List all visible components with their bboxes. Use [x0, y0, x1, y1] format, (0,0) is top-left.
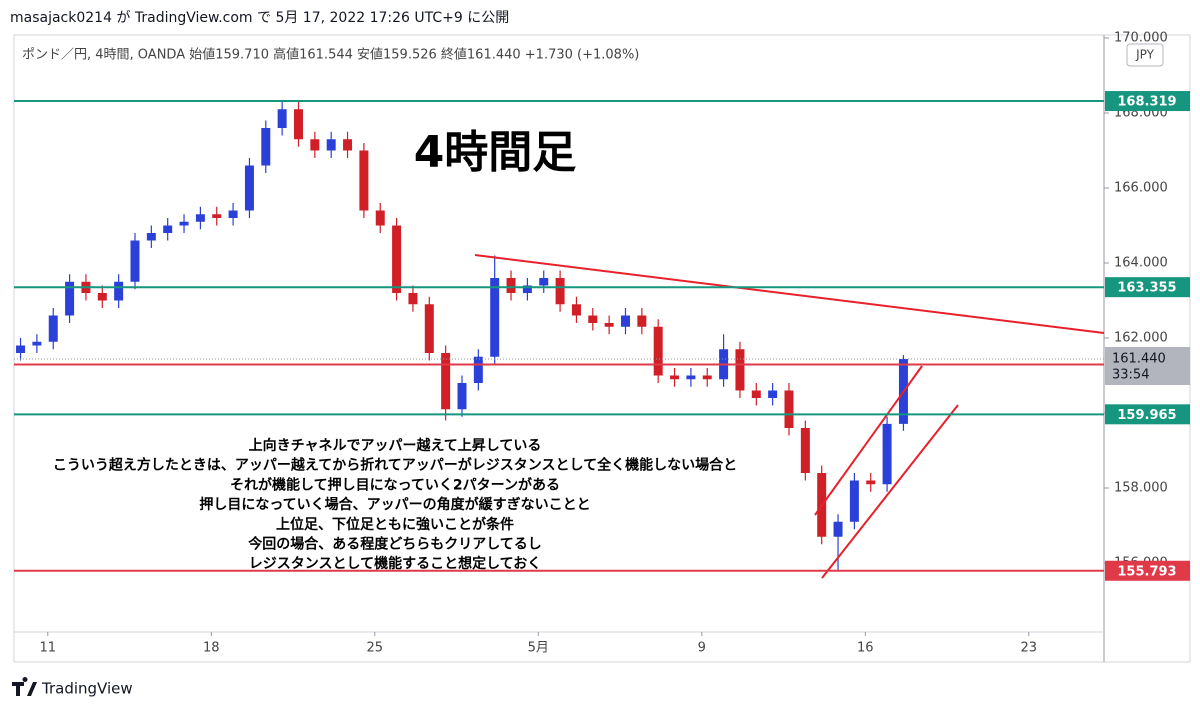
plot — [16, 101, 908, 571]
level-label-bg — [1105, 277, 1190, 298]
candle-body — [768, 390, 778, 398]
y-tick-label: 170.000 — [1114, 31, 1168, 46]
candle-body — [588, 315, 598, 323]
level-label: 168.319 — [1117, 95, 1176, 110]
last-price-label: 161.440 — [1112, 352, 1166, 367]
level-label: 159.965 — [1117, 408, 1176, 423]
trend-line — [474, 254, 1105, 334]
candle-body — [424, 304, 434, 353]
candle-body — [48, 315, 58, 342]
candle-body — [555, 278, 565, 305]
candle-body — [130, 240, 140, 282]
channel-lower — [821, 404, 959, 579]
candle-body — [637, 315, 647, 327]
candle-body — [228, 210, 238, 218]
candle-body — [212, 214, 222, 218]
candle-body — [670, 375, 680, 380]
candle-body — [457, 383, 467, 410]
candle-body — [620, 315, 630, 327]
annotation-line: レジスタンスとして機能すること想定しておく — [249, 555, 541, 572]
candle-body — [751, 390, 761, 398]
candle-body — [326, 139, 336, 151]
annotation: 上向きチャネルでアッパー越えて上昇しているこういう超え方したときは、アッパー越え… — [53, 437, 737, 572]
candle-body — [882, 423, 892, 485]
x-tick-label: 5月 — [528, 641, 549, 656]
candle-body — [310, 139, 320, 151]
candle-body — [16, 345, 26, 353]
channel-upper — [814, 365, 923, 516]
candle-body — [604, 323, 614, 327]
level-label: 163.355 — [1117, 281, 1176, 296]
candle-body — [702, 375, 712, 380]
candle-body — [392, 225, 402, 293]
x-tick-label: 25 — [367, 641, 384, 656]
level-label-bg — [1105, 91, 1190, 112]
candle-body — [571, 304, 581, 316]
y-tick-label: 164.000 — [1114, 256, 1168, 271]
candle-body — [784, 390, 794, 428]
candle-body — [522, 285, 532, 293]
candle-body — [343, 139, 353, 151]
candle-body — [32, 341, 42, 346]
level-label: 155.793 — [1117, 564, 1176, 579]
x-tick-label: 9 — [698, 641, 706, 656]
candle-body — [653, 326, 663, 376]
candle-body — [800, 428, 810, 473]
candle-body — [490, 278, 500, 357]
candle-body — [293, 109, 303, 140]
candle-body — [866, 480, 876, 485]
candle-body — [179, 221, 189, 226]
x-tick-label: 11 — [40, 641, 57, 656]
candle-body — [359, 150, 369, 211]
level-label-bg — [1105, 560, 1190, 581]
y-tick-label: 166.000 — [1114, 181, 1168, 196]
level-label-bg — [1105, 404, 1190, 425]
candle-body — [408, 293, 418, 305]
annotation-line: 上位足、下位足ともに強いことが条件 — [276, 516, 514, 533]
x-tick-label: 23 — [1021, 641, 1038, 656]
countdown: 33:54 — [1112, 368, 1149, 383]
y-tick-label: 158.000 — [1114, 481, 1168, 496]
candle-body — [277, 109, 287, 128]
candle-body — [244, 165, 254, 211]
legend-bg — [18, 42, 718, 68]
chart-title: 4時間足 — [414, 127, 577, 178]
last-price-bg — [1105, 347, 1190, 385]
currency[interactable]: JPY — [1135, 48, 1155, 62]
candle-body — [833, 521, 843, 537]
x-tick-label: 16 — [857, 641, 874, 656]
candle-body — [473, 356, 483, 383]
annotation-line: 押し目になっていく場合、アッパーの角度が緩すぎないことと — [199, 496, 590, 513]
legend: ポンド／円, 4時間, OANDA 始値159.710 高値161.544 安値… — [22, 47, 639, 63]
candle-body — [686, 375, 696, 380]
candle-body — [735, 349, 745, 391]
brand: TradingView — [41, 680, 133, 698]
x-tick-label: 18 — [203, 641, 220, 656]
candle-body — [506, 278, 516, 293]
candle-body — [441, 353, 451, 410]
y-tick-label: 162.000 — [1114, 331, 1168, 346]
annotation-line: こういう超え方したときは、アッパー越えてから折れてアッパーがレジスタンスとして全… — [53, 457, 737, 474]
candle-body — [146, 233, 156, 241]
candle-body — [539, 278, 549, 286]
candle-body — [114, 281, 124, 301]
candle-body — [65, 281, 75, 316]
candle-body — [849, 480, 859, 522]
annotation-line: 今回の場合、ある程度どちらもクリアしてるし — [247, 536, 542, 553]
candle-body — [261, 128, 271, 166]
annotation-line: 上向きチャネルでアッパー越えて上昇している — [249, 437, 542, 454]
candle-body — [97, 293, 107, 301]
brand-logo — [12, 677, 37, 696]
candle-body — [195, 214, 205, 222]
currency-button[interactable] — [1126, 43, 1164, 67]
published-line: masajack0214 が TradingView.com で 5月 17, … — [10, 10, 509, 26]
annotation-line: それが機能して押し目になっていく2パターンがある — [230, 476, 560, 493]
candle-body — [375, 210, 385, 226]
candle-body — [163, 225, 173, 233]
